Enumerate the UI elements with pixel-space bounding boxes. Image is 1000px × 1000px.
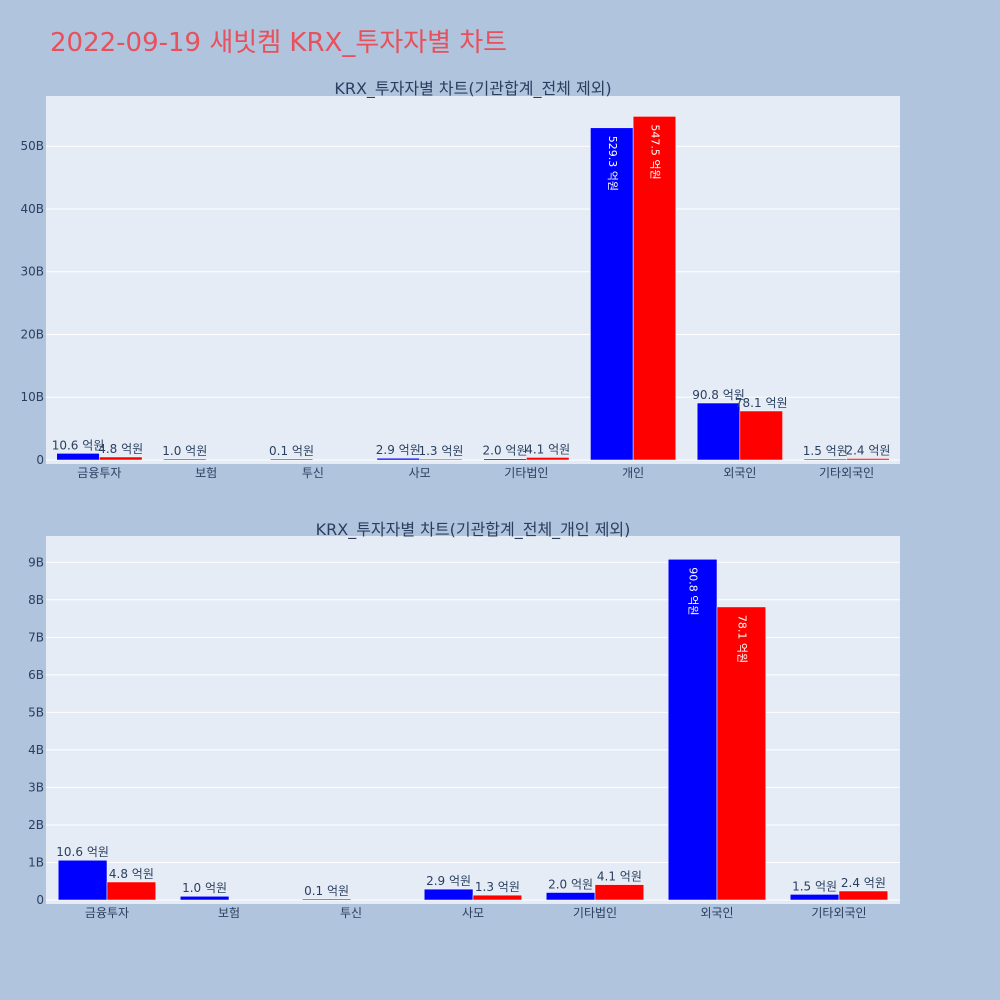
chart-title: KRX_투자자별 차트(기관합계_전체 제외) — [334, 79, 611, 99]
x-tick-label: 기타법인 — [573, 906, 617, 920]
data-label: 10.6 억원 — [52, 438, 105, 452]
bar — [667, 559, 718, 901]
x-tick-label: 투신 — [340, 906, 362, 920]
data-label: 2.9 억원 — [426, 874, 471, 888]
y-tick-label: 3B — [28, 780, 44, 794]
plot-area — [46, 96, 900, 464]
x-tick-label: 외국인 — [723, 466, 756, 480]
data-label: 529.3 억원 — [606, 136, 619, 191]
bar — [526, 457, 570, 461]
data-label: 1.0 억원 — [162, 444, 207, 458]
bar — [846, 458, 890, 461]
bar — [472, 894, 523, 901]
y-tick-label: 40B — [20, 202, 44, 216]
y-tick-label: 20B — [20, 327, 44, 341]
bar — [163, 458, 207, 461]
bar — [56, 453, 100, 461]
data-label: 4.8 억원 — [109, 867, 154, 881]
x-tick-label: 보험 — [218, 906, 240, 920]
bar — [789, 894, 840, 901]
data-label: 0.1 억원 — [269, 444, 314, 458]
data-label: 2.0 억원 — [548, 877, 593, 891]
bar — [419, 458, 463, 461]
y-tick-label: 0 — [36, 453, 44, 467]
bar — [376, 457, 420, 461]
bar — [594, 884, 645, 901]
bar — [696, 402, 741, 461]
x-tick-label: 기타외국인 — [811, 906, 866, 920]
data-label: 10.6 억원 — [56, 845, 109, 859]
x-tick-label: 기타법인 — [504, 466, 548, 480]
data-label: 4.1 억원 — [597, 870, 642, 884]
y-tick-label: 8B — [28, 593, 44, 607]
data-label: 2.0 억원 — [483, 444, 528, 458]
bar — [269, 458, 314, 461]
data-label: 547.5 억원 — [648, 124, 661, 179]
bar — [545, 892, 596, 901]
bar — [483, 458, 527, 461]
x-tick-label: 투신 — [302, 466, 324, 480]
x-tick-label: 사모 — [409, 466, 431, 480]
bar — [838, 890, 889, 901]
chart-2: 0 1B 2B 3B 4B 5B 6B 7B 8B 9B KRX_투자자별 차트(기관합계_전체_개… — [28, 520, 900, 920]
chart-title: KRX_투자자별 차트(기관합계_전체_개인 제외) — [316, 520, 631, 540]
bar — [57, 859, 108, 901]
bar — [179, 895, 230, 901]
data-label: 4.8 억원 — [98, 442, 143, 456]
bar — [423, 888, 474, 901]
bar — [106, 881, 157, 901]
bar — [590, 127, 634, 461]
data-label: 78.1 억원 — [735, 396, 788, 410]
bar — [716, 606, 767, 901]
data-label: 2.4 억원 — [845, 443, 890, 457]
bar — [803, 458, 847, 461]
chart-1: 0 10B 20B 30B 40B 50B KRX_투자자별 차트(기관합계_전체 제외) 금… — [20, 79, 900, 480]
x-tick-label: 보험 — [195, 466, 217, 480]
x-tick-label: 사모 — [462, 906, 484, 920]
y-tick-label: 9B — [28, 555, 44, 569]
y-tick-label: 10B — [20, 390, 44, 404]
bar — [739, 410, 783, 461]
data-label: 2.4 억원 — [841, 876, 886, 890]
data-label: 1.0 억원 — [182, 881, 227, 895]
y-tick-label: 2B — [28, 818, 44, 832]
x-tick-label: 금융투자 — [85, 906, 129, 920]
y-tick-label: 5B — [28, 705, 44, 719]
data-label: 1.5 억원 — [803, 444, 848, 458]
y-tick-label: 0 — [36, 893, 44, 907]
x-tick-label: 기타외국인 — [819, 466, 874, 480]
data-label: 2.9 억원 — [376, 443, 421, 457]
page-title: 2022-09-19 새빗켐 KRX_투자자별 차트 — [50, 28, 508, 58]
x-tick-label: 개인 — [622, 466, 644, 480]
plot-area — [46, 536, 900, 904]
data-label: 90.8 억원 — [687, 567, 700, 615]
x-tick-label: 외국인 — [700, 906, 733, 920]
y-tick-label: 50B — [20, 139, 44, 153]
y-tick-label: 6B — [28, 668, 44, 682]
bar — [632, 116, 677, 461]
y-tick-label: 4B — [28, 743, 44, 757]
data-label: 1.3 억원 — [418, 444, 463, 458]
bar — [301, 898, 352, 901]
y-tick-label: 30B — [20, 265, 44, 279]
y-tick-label: 7B — [28, 630, 44, 644]
x-tick-label: 금융투자 — [77, 466, 121, 480]
bar — [99, 456, 143, 461]
data-label: 90.8 억원 — [692, 388, 745, 402]
data-label: 78.1 억원 — [735, 615, 748, 663]
data-label: 1.3 억원 — [475, 880, 520, 894]
data-label: 1.5 억원 — [792, 879, 837, 893]
data-label: 0.1 억원 — [304, 884, 349, 898]
y-tick-label: 1B — [28, 855, 44, 869]
data-label: 4.1 억원 — [525, 442, 570, 456]
